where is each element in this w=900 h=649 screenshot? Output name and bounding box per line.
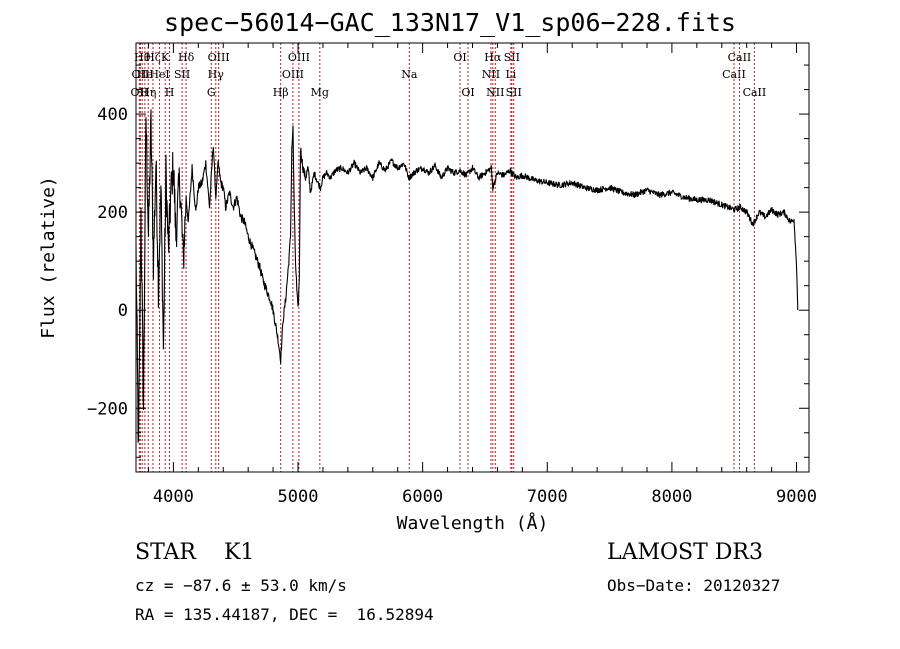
marker-label-4: Hη xyxy=(140,86,156,99)
marker-label-23: NII xyxy=(486,86,504,99)
redshift-readout: cz = −87.6 ± 53.0 km/s xyxy=(135,576,347,595)
x-tick-label-2: 6000 xyxy=(402,487,443,507)
marker-label-24: Li xyxy=(505,68,516,81)
marker-label-9: SII xyxy=(174,68,190,81)
x-tick-label-0: 4000 xyxy=(153,487,194,507)
marker-label-26: SII xyxy=(506,86,522,99)
marker-label-19: OI xyxy=(453,51,466,64)
y-tick-label-1: 0 xyxy=(118,301,128,321)
survey-name: LAMOST DR3 xyxy=(607,540,763,565)
y-tick-label-0: −200 xyxy=(87,399,128,419)
marker-label-11: G xyxy=(207,86,216,99)
marker-label-15: OIII xyxy=(282,68,304,81)
y-axis-title: Flux (relative) xyxy=(38,176,59,339)
marker-label-0: OII xyxy=(131,86,149,99)
x-axis-title: Wavelength (Å) xyxy=(397,512,549,534)
object-class: STAR K1 xyxy=(135,540,255,565)
x-tick-label-5: 9000 xyxy=(776,487,817,507)
obs-date: Obs−Date: 20120327 xyxy=(607,576,781,595)
marker-label-28: CaII xyxy=(728,51,752,64)
axis-labels-layer: 4000 5000 6000 7000 8000 9000 −200 0 200 400 Wavel… xyxy=(38,105,817,534)
x-tick-label-3: 7000 xyxy=(527,487,568,507)
marker-label-25: SII xyxy=(504,51,520,64)
y-tick-label-2: 200 xyxy=(97,203,128,223)
axes-layer xyxy=(135,42,810,473)
chart-title: spec−56014−GAC_133N17_V1_sp06−228.fits xyxy=(164,8,736,37)
marker-label-6: HeI xyxy=(149,68,169,81)
marker-label-21: NII xyxy=(482,68,500,81)
marker-label-14: Hβ xyxy=(273,86,289,99)
plot-frame xyxy=(135,42,810,473)
marker-label-20: OI xyxy=(461,86,474,99)
line-markers-layer: OIIOIIHθHeHηHζHeIKHSIIHδGHγOIIIHβOIIIOII… xyxy=(131,43,767,472)
marker-label-17: Mg xyxy=(311,86,329,99)
series-line-flux xyxy=(135,109,799,443)
marker-label-3: He xyxy=(137,68,153,81)
coordinates: RA = 135.44187, DEC = 16.52894 xyxy=(135,605,434,624)
y-tick-label-3: 400 xyxy=(97,105,128,125)
marker-label-27: CaII xyxy=(722,68,746,81)
marker-label-29: CaII xyxy=(743,86,767,99)
marker-label-22: Hα xyxy=(484,51,502,64)
marker-label-7: K xyxy=(161,51,170,64)
marker-label-2: Hθ xyxy=(134,51,151,64)
x-tick-label-4: 8000 xyxy=(651,487,692,507)
marker-label-16: OIII xyxy=(288,51,310,64)
series-layer xyxy=(135,109,799,443)
marker-label-5: Hζ xyxy=(145,51,161,64)
marker-label-18: Na xyxy=(401,68,418,81)
marker-label-13: OIII xyxy=(208,51,230,64)
marker-label-10: Hδ xyxy=(178,51,195,64)
marker-label-12: Hγ xyxy=(208,68,225,81)
x-tick-label-1: 5000 xyxy=(278,487,319,507)
marker-label-8: H xyxy=(165,86,175,99)
